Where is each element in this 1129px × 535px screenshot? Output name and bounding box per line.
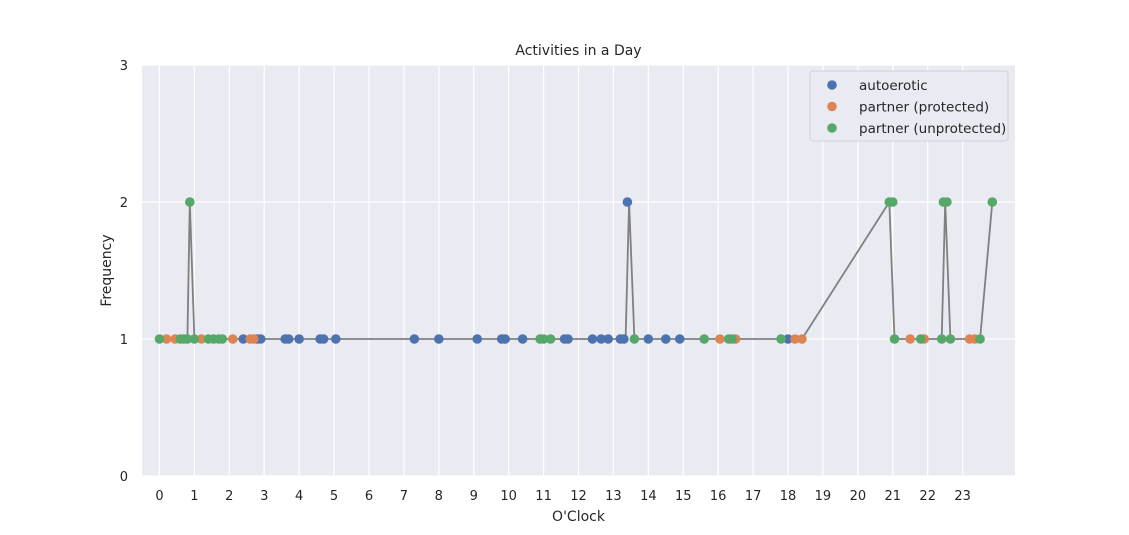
legend-label-partner-unprotected: partner (unprotected) xyxy=(859,121,1006,137)
point-autoerotic xyxy=(238,334,249,344)
x-tick-label: 19 xyxy=(815,489,832,504)
axis-ticks: 0 1 2 3 4 5 6 7 8 9 10 11 12 13 14 15 16 17 18 19 20 21 22 2301… xyxy=(120,59,971,504)
legend-label-autoerotic: autoerotic xyxy=(859,78,928,94)
x-tick-label: 16 xyxy=(710,489,727,504)
point-partner-unprotected xyxy=(699,334,710,344)
point-autoerotic xyxy=(517,334,528,344)
point-partner-unprotected xyxy=(945,334,956,344)
y-tick-label: 2 xyxy=(120,196,128,211)
point-autoerotic xyxy=(283,334,294,344)
x-tick-label: 2 xyxy=(225,489,233,504)
x-tick-label: 5 xyxy=(330,489,338,504)
point-partner-unprotected xyxy=(538,334,549,344)
point-partner-unprotected xyxy=(975,334,985,344)
point-partner-unprotected xyxy=(942,197,952,207)
x-tick-label: 21 xyxy=(885,489,902,504)
point-partner-unprotected xyxy=(915,334,926,344)
y-tick-label: 1 xyxy=(120,333,128,348)
point-partner-protected xyxy=(196,334,207,344)
point-autoerotic xyxy=(587,334,598,344)
x-tick-label: 6 xyxy=(365,489,373,504)
point-autoerotic xyxy=(603,334,613,344)
point-autoerotic xyxy=(622,197,633,207)
y-tick-label: 0 xyxy=(120,470,128,485)
point-partner-protected xyxy=(790,334,800,344)
x-tick-label: 10 xyxy=(500,489,517,504)
point-partner-unprotected xyxy=(776,334,786,344)
legend-marker-partner-protected xyxy=(827,101,837,112)
legend-marker-partner-unprotected xyxy=(827,123,837,133)
point-partner-unprotected xyxy=(217,334,228,344)
point-autoerotic xyxy=(661,334,671,344)
x-tick-label: 8 xyxy=(435,489,443,504)
x-tick-label: 22 xyxy=(919,489,936,504)
x-tick-label: 1 xyxy=(190,489,198,504)
point-autoerotic xyxy=(500,334,510,344)
x-tick-label: 11 xyxy=(535,489,552,504)
point-autoerotic xyxy=(255,334,266,344)
legend-label-partner-protected: partner (protected) xyxy=(859,100,989,116)
point-partner-protected xyxy=(905,334,916,344)
point-partner-protected xyxy=(227,334,238,344)
x-tick-label: 14 xyxy=(640,489,657,504)
point-autoerotic xyxy=(409,334,420,344)
point-partner-protected xyxy=(797,334,807,344)
point-partner-protected xyxy=(161,334,172,344)
point-autoerotic xyxy=(331,334,341,344)
point-autoerotic xyxy=(643,334,654,344)
x-tick-label: 17 xyxy=(745,489,762,504)
legend-marker-autoerotic xyxy=(827,80,837,90)
x-tick-label: 23 xyxy=(954,489,971,504)
point-autoerotic xyxy=(294,334,304,344)
x-tick-label: 12 xyxy=(570,489,587,504)
point-autoerotic xyxy=(596,334,606,344)
point-partner-unprotected xyxy=(189,334,200,344)
point-partner-protected xyxy=(248,334,259,344)
point-autoerotic xyxy=(472,334,483,344)
point-partner-unprotected xyxy=(936,334,947,344)
point-partner-unprotected xyxy=(629,334,640,344)
x-tick-label: 20 xyxy=(850,489,867,504)
point-partner-unprotected xyxy=(545,334,556,344)
point-partner-unprotected xyxy=(987,197,998,207)
y-axis-label: Frequency xyxy=(99,234,115,306)
point-autoerotic xyxy=(563,334,573,344)
legend-box xyxy=(809,70,1009,142)
point-autoerotic xyxy=(434,334,444,344)
x-tick-label: 15 xyxy=(675,489,692,504)
x-tick-label: 7 xyxy=(400,489,408,504)
point-partner-unprotected xyxy=(154,334,165,344)
x-tick-label: 18 xyxy=(780,489,797,504)
point-autoerotic xyxy=(619,334,629,344)
point-partner-unprotected xyxy=(182,334,193,344)
x-tick-label: 13 xyxy=(605,489,622,504)
point-partner-protected xyxy=(715,334,725,344)
x-tick-label: 9 xyxy=(470,489,478,504)
point-autoerotic xyxy=(318,334,329,344)
x-tick-label: 0 xyxy=(155,489,163,504)
data-points xyxy=(154,197,998,344)
point-partner-unprotected xyxy=(887,197,898,207)
x-axis-label: O'Clock xyxy=(552,509,606,525)
point-partner-unprotected xyxy=(185,197,195,207)
point-partner-unprotected xyxy=(727,334,737,344)
legend: autoerotic partner (protected) partner (un… xyxy=(809,70,1009,142)
point-partner-unprotected xyxy=(889,334,900,344)
y-tick-label: 3 xyxy=(120,59,128,74)
point-autoerotic xyxy=(783,334,793,344)
point-autoerotic xyxy=(674,334,685,344)
chart-title: Activities in a Day xyxy=(515,43,641,59)
x-tick-label: 3 xyxy=(260,489,268,504)
x-tick-label: 4 xyxy=(295,489,303,504)
